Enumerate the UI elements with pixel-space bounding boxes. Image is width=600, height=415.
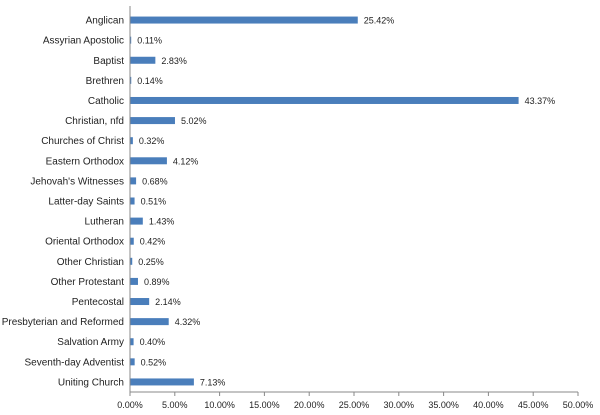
x-tick-label: 15.00% — [249, 400, 280, 410]
category-label: Other Christian — [57, 257, 124, 268]
data-label: 5.02% — [181, 116, 207, 126]
x-tick-label: 30.00% — [384, 400, 415, 410]
bar — [130, 177, 137, 185]
bar — [130, 277, 138, 285]
bar — [130, 257, 133, 265]
data-label: 0.68% — [142, 176, 168, 186]
category-label: Jehovah's Witnesses — [30, 176, 124, 187]
category-label: Assyrian Apostolic — [43, 36, 124, 47]
category-label: Oriental Orthodox — [45, 237, 124, 248]
data-label: 0.32% — [139, 136, 165, 146]
bar — [130, 358, 135, 366]
data-label: 1.43% — [149, 217, 175, 227]
data-label: 4.12% — [173, 156, 199, 166]
data-label: 7.13% — [200, 377, 226, 387]
data-label: 0.14% — [137, 76, 163, 86]
category-label: Anglican — [86, 16, 124, 27]
category-label: Presbyterian and Reformed — [2, 317, 124, 328]
data-label: 0.40% — [140, 337, 166, 347]
category-label: Baptist — [93, 56, 124, 67]
x-tick-label: 5.00% — [162, 400, 188, 410]
category-label: Latter-day Saints — [48, 197, 124, 208]
category-label: Uniting Church — [58, 377, 124, 388]
bar — [130, 298, 150, 306]
category-label: Other Protestant — [51, 277, 125, 288]
bar — [130, 378, 194, 386]
data-label: 0.11% — [137, 36, 162, 46]
x-tick-label: 50.00% — [563, 400, 594, 410]
bar — [130, 56, 156, 64]
data-label: 43.37% — [525, 96, 556, 106]
bar — [130, 76, 132, 84]
bar — [130, 117, 175, 125]
category-label: Eastern Orthodox — [46, 156, 124, 167]
category-label: Lutheran — [85, 217, 124, 228]
category-labels: Anglican Assyrian Apostolic Baptist Brethre… — [2, 16, 125, 389]
bar — [130, 16, 358, 24]
x-tick-label: 40.00% — [473, 400, 504, 410]
bar — [130, 36, 132, 44]
data-label: 2.83% — [161, 56, 187, 66]
x-tick-label: 0.00% — [117, 400, 143, 410]
bar — [130, 338, 134, 346]
bar — [130, 217, 143, 225]
category-label: Churches of Christ — [41, 136, 124, 147]
x-tick-label: 20.00% — [294, 400, 325, 410]
data-label: 4.32% — [175, 317, 201, 327]
bar — [130, 318, 169, 326]
x-tick-label: 45.00% — [518, 400, 549, 410]
bar — [130, 157, 167, 165]
data-label: 0.51% — [141, 197, 167, 207]
x-tick-label: 25.00% — [339, 400, 370, 410]
data-label: 0.52% — [141, 357, 167, 367]
bar — [130, 197, 135, 205]
category-label: Pentecostal — [72, 297, 124, 308]
data-label: 0.25% — [138, 257, 164, 267]
data-label: 25.42% — [364, 16, 395, 26]
category-label: Catholic — [88, 96, 124, 107]
data-labels: 25.42% 0.11% 2.83% 0.14% 43.37% 5.02% 0.32% 4.1… — [137, 16, 555, 388]
x-tick-label: 10.00% — [204, 400, 235, 410]
data-label: 0.42% — [140, 237, 166, 247]
data-label: 2.14% — [155, 297, 181, 307]
category-label: Salvation Army — [57, 337, 124, 348]
bar — [130, 96, 519, 104]
bar — [130, 237, 134, 245]
x-tick-label: 35.00% — [428, 400, 459, 410]
category-label: Brethren — [86, 76, 124, 87]
category-label: Seventh-day Adventist — [24, 357, 124, 368]
bars — [130, 16, 519, 386]
category-label: Christian, nfd — [65, 116, 124, 127]
x-axis-ticks: 0.00% 5.00% 10.00% 15.00% 20.00% 25.00% 30.00%… — [117, 392, 593, 410]
data-label: 0.89% — [144, 277, 170, 287]
bar — [130, 137, 133, 145]
